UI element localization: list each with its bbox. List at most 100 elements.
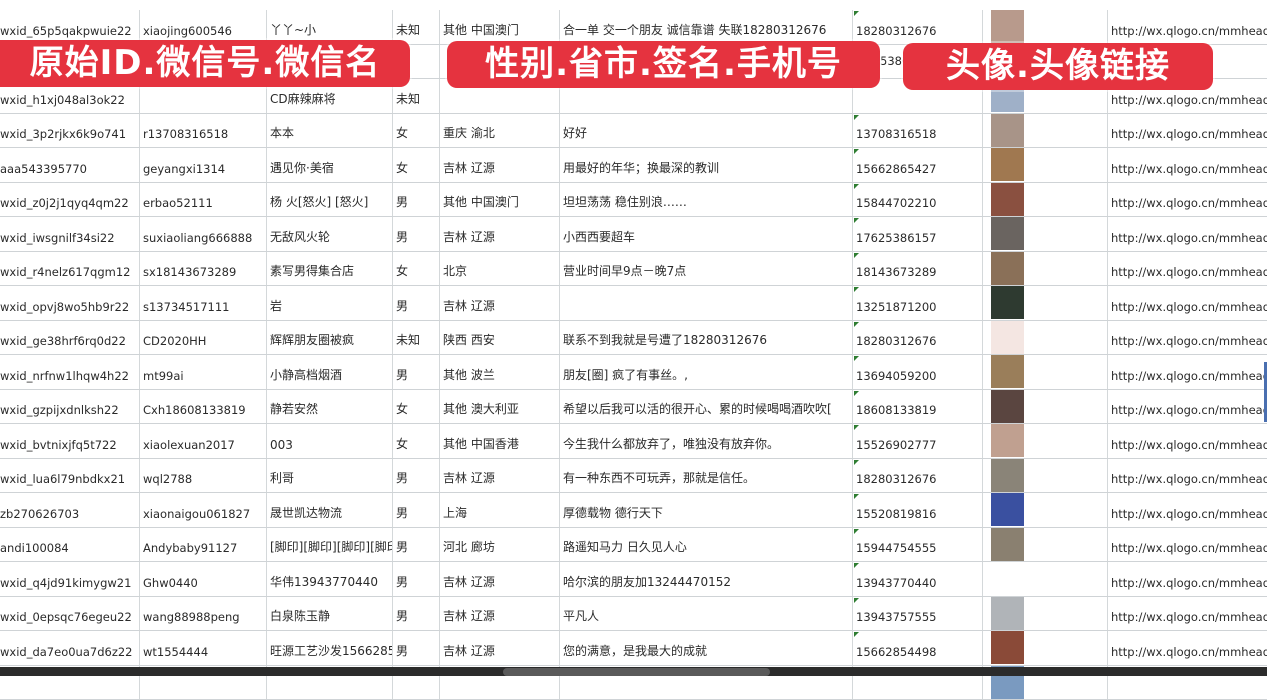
original-id-cell[interactable]: aaa543395770	[0, 148, 140, 182]
wechat-id-cell[interactable]: wt1554444	[140, 631, 267, 665]
wechat-id-cell[interactable]: suxiaoliang666888	[140, 217, 267, 251]
avatar-cell[interactable]	[983, 597, 1108, 631]
wechat-id-cell[interactable]: mt99ai	[140, 355, 267, 389]
region-cell[interactable]: 吉林 辽源	[440, 217, 560, 251]
gender-cell[interactable]: 男	[393, 459, 440, 493]
signature-cell[interactable]: 您的满意，是我最大的成就	[560, 631, 853, 665]
wechat-name-cell[interactable]: 遇见你·美宿	[267, 148, 393, 182]
signature-cell[interactable]: 厚德载物 德行天下	[560, 493, 853, 527]
wechat-id-cell[interactable]: CD2020HH	[140, 321, 267, 355]
signature-cell[interactable]: 哈尔滨的朋友加13244470152	[560, 562, 853, 596]
gender-cell[interactable]: 男	[393, 355, 440, 389]
phone-cell[interactable]: 18280312676	[853, 459, 983, 493]
avatar-link-cell[interactable]: http://wx.qlogo.cn/mmhead	[1108, 114, 1267, 148]
gender-cell[interactable]: 女	[393, 424, 440, 458]
signature-cell[interactable]: 路遥知马力 日久见人心	[560, 528, 853, 562]
phone-cell[interactable]: 15520819816	[853, 493, 983, 527]
phone-cell[interactable]: 15944754555	[853, 528, 983, 562]
avatar-cell[interactable]	[983, 10, 1108, 44]
gender-cell[interactable]: 女	[393, 390, 440, 424]
region-cell[interactable]: 吉林 辽源	[440, 148, 560, 182]
wechat-name-cell[interactable]: 本本	[267, 114, 393, 148]
original-id-cell[interactable]: wxid_gzpijxdnlksh22	[0, 390, 140, 424]
wechat-name-cell[interactable]: 003	[267, 424, 393, 458]
wechat-name-cell[interactable]: 白泉陈玉静	[267, 597, 393, 631]
wechat-name-cell[interactable]: 素写男得集合店	[267, 252, 393, 286]
avatar-link-cell[interactable]: http://wx.qlogo.cn/mmhead	[1108, 217, 1267, 251]
wechat-name-cell[interactable]: 利哥	[267, 459, 393, 493]
avatar-link-cell[interactable]: http://wx.qlogo.cn/mmhead	[1108, 493, 1267, 527]
avatar-cell[interactable]	[983, 390, 1108, 424]
gender-cell[interactable]: 女	[393, 252, 440, 286]
wechat-name-cell[interactable]: [脚印][脚印][脚印][脚印]	[267, 528, 393, 562]
phone-cell[interactable]: 18280312676	[853, 321, 983, 355]
original-id-cell[interactable]: wxid_nrfnw1lhqw4h22	[0, 355, 140, 389]
gender-cell[interactable]: 男	[393, 528, 440, 562]
signature-cell[interactable]: 有一种东西不可玩弄，那就是信任。	[560, 459, 853, 493]
avatar-cell[interactable]	[983, 183, 1108, 217]
avatar-cell[interactable]	[983, 148, 1108, 182]
avatar-link-cell[interactable]: http://wx.qlogo.cn/mmhead	[1108, 286, 1267, 320]
region-cell[interactable]: 其他 波兰	[440, 355, 560, 389]
avatar-cell[interactable]	[983, 321, 1108, 355]
wechat-name-cell[interactable]: 无敌风火轮	[267, 217, 393, 251]
phone-cell[interactable]: 13694059200	[853, 355, 983, 389]
gender-cell[interactable]: 男	[393, 631, 440, 665]
signature-cell[interactable]: 好好	[560, 114, 853, 148]
avatar-cell[interactable]	[983, 493, 1108, 527]
region-cell[interactable]: 重庆 渝北	[440, 114, 560, 148]
gender-cell[interactable]: 未知	[393, 321, 440, 355]
phone-cell[interactable]: 18143673289	[853, 252, 983, 286]
gender-cell[interactable]: 男	[393, 217, 440, 251]
original-id-cell[interactable]: wxid_q4jd91kimygw21	[0, 562, 140, 596]
phone-cell[interactable]: 13943770440	[853, 562, 983, 596]
phone-cell[interactable]: 13708316518	[853, 114, 983, 148]
wechat-id-cell[interactable]: r13708316518	[140, 114, 267, 148]
region-cell[interactable]: 其他 中国澳门	[440, 10, 560, 44]
signature-cell[interactable]: 平凡人	[560, 597, 853, 631]
region-cell[interactable]: 吉林 辽源	[440, 459, 560, 493]
avatar-link-cell[interactable]: http://wx.qlogo.cn/mmhead	[1108, 597, 1267, 631]
original-id-cell[interactable]: wxid_3p2rjkx6k9o741	[0, 114, 140, 148]
original-id-cell[interactable]: wxid_lua6l79nbdkx21	[0, 459, 140, 493]
gender-cell[interactable]: 男	[393, 597, 440, 631]
phone-cell[interactable]: 15662854498	[853, 631, 983, 665]
original-id-cell[interactable]: zb270626703	[0, 493, 140, 527]
wechat-name-cell[interactable]: 杨 火[怒火] [怒火]	[267, 183, 393, 217]
avatar-cell[interactable]	[983, 631, 1108, 665]
original-id-cell[interactable]: wxid_65p5qakpwuie22	[0, 10, 140, 44]
original-id-cell[interactable]: wxid_ge38hrf6rq0d22	[0, 321, 140, 355]
original-id-cell[interactable]: wxid_da7eo0ua7d6z22	[0, 631, 140, 665]
avatar-cell[interactable]	[983, 252, 1108, 286]
region-cell[interactable]: 吉林 辽源	[440, 597, 560, 631]
avatar-cell[interactable]	[983, 459, 1108, 493]
signature-cell[interactable]: 合一单 交一个朋友 诚信靠谱 失联18280312676	[560, 10, 853, 44]
avatar-cell[interactable]	[983, 562, 1108, 596]
gender-cell[interactable]: 男	[393, 493, 440, 527]
region-cell[interactable]: 其他 中国澳门	[440, 183, 560, 217]
wechat-id-cell[interactable]: wql2788	[140, 459, 267, 493]
gender-cell[interactable]: 男	[393, 183, 440, 217]
phone-cell[interactable]: 18280312676	[853, 10, 983, 44]
avatar-cell[interactable]	[983, 114, 1108, 148]
wechat-id-cell[interactable]: erbao52111	[140, 183, 267, 217]
avatar-cell[interactable]	[983, 217, 1108, 251]
wechat-id-cell[interactable]: wang88988peng	[140, 597, 267, 631]
wechat-name-cell[interactable]: 小静高档烟酒	[267, 355, 393, 389]
phone-cell[interactable]: 17625386157	[853, 217, 983, 251]
wechat-name-cell[interactable]: 静若安然	[267, 390, 393, 424]
wechat-id-cell[interactable]: s13734517111	[140, 286, 267, 320]
region-cell[interactable]: 上海	[440, 493, 560, 527]
phone-cell[interactable]: 15844702210	[853, 183, 983, 217]
signature-cell[interactable]	[560, 286, 853, 320]
region-cell[interactable]: 吉林 辽源	[440, 286, 560, 320]
avatar-link-cell[interactable]: http://wx.qlogo.cn/mmhead	[1108, 355, 1267, 389]
avatar-link-cell[interactable]: http://wx.qlogo.cn/mmhead	[1108, 148, 1267, 182]
region-cell[interactable]: 吉林 辽源	[440, 562, 560, 596]
avatar-link-cell[interactable]: http://wx.qlogo.cn/mmhead	[1108, 321, 1267, 355]
wechat-id-cell[interactable]: Cxh18608133819	[140, 390, 267, 424]
region-cell[interactable]: 其他 中国香港	[440, 424, 560, 458]
avatar-cell[interactable]	[983, 286, 1108, 320]
wechat-name-cell[interactable]: 旺源工艺沙发15662854	[267, 631, 393, 665]
gender-cell[interactable]: 男	[393, 562, 440, 596]
